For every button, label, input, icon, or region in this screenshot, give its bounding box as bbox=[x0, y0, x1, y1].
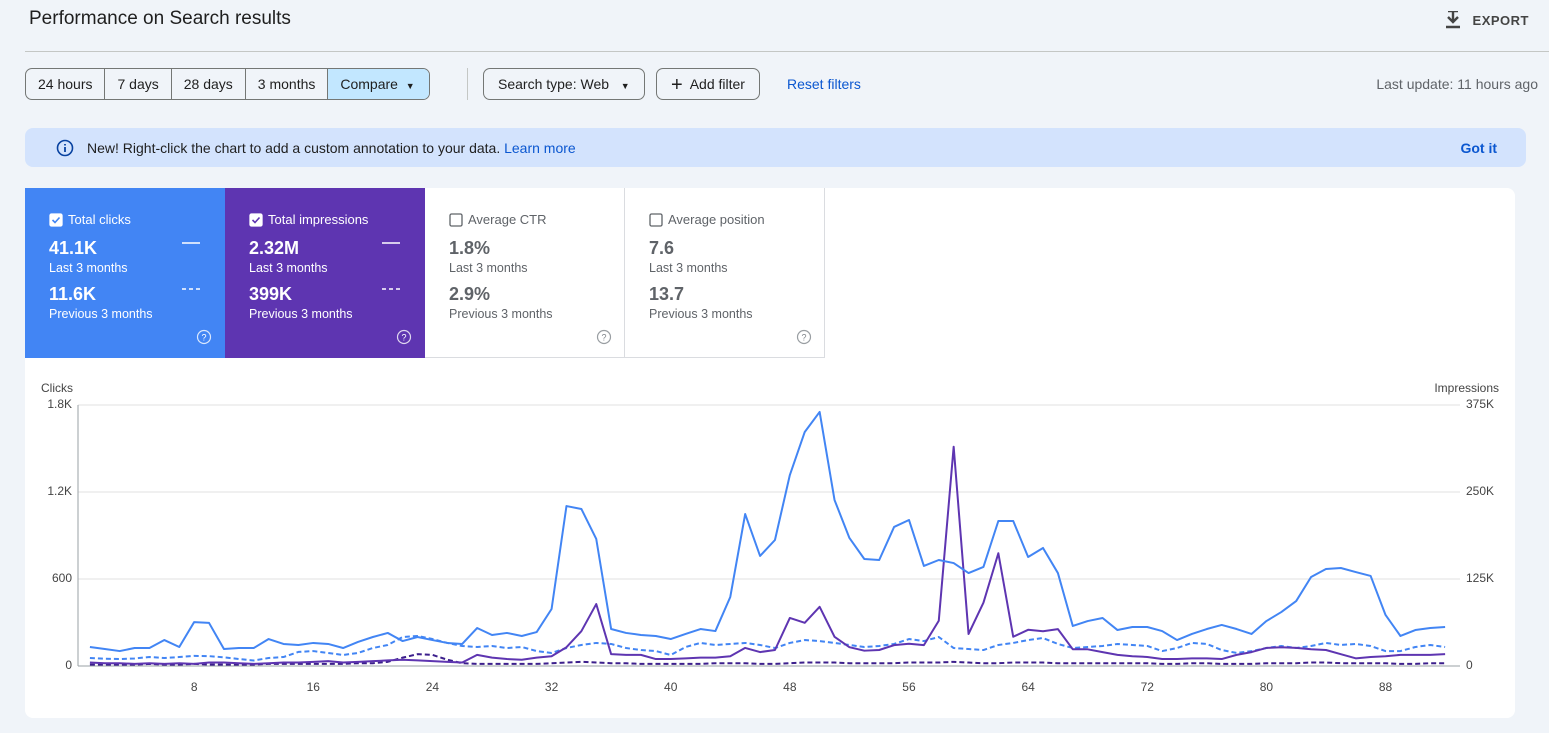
x-tick-label: 24 bbox=[426, 680, 440, 694]
y2-tick-label: 250K bbox=[1466, 484, 1494, 498]
metric-icons: ? bbox=[382, 242, 412, 345]
x-tick-label: 32 bbox=[545, 680, 559, 694]
export-label: EXPORT bbox=[1472, 12, 1529, 28]
download-icon bbox=[1445, 11, 1460, 29]
x-tick-label: 56 bbox=[902, 680, 916, 694]
metric-icons: ? bbox=[596, 329, 612, 345]
add-filter-label: Add filter bbox=[689, 76, 745, 92]
y2-tick-label: 375K bbox=[1466, 397, 1494, 411]
y-axis-label: Clicks bbox=[41, 381, 73, 395]
compare-button[interactable]: Compare ▼ bbox=[328, 69, 429, 99]
series-line bbox=[89, 410, 1446, 653]
metric-previous: 13.7 bbox=[649, 284, 685, 304]
last-update: Last update: 11 hours ago bbox=[1376, 76, 1538, 92]
series-line bbox=[89, 634, 1446, 662]
metric-previous-period: Previous 3 months bbox=[49, 307, 153, 321]
x-tick-label: 88 bbox=[1379, 680, 1393, 694]
y-tick-label: 600 bbox=[52, 571, 72, 585]
x-tick-label: 72 bbox=[1141, 680, 1155, 694]
metric-card[interactable]: Average CTR 1.8% Last 3 months 2.9% Previous… bbox=[425, 188, 625, 358]
metric-current-period: Last 3 months bbox=[249, 261, 328, 275]
metric-label: Average CTR bbox=[468, 212, 547, 227]
metric-current: 2.32M bbox=[249, 238, 300, 258]
metric-previous: 2.9% bbox=[449, 284, 491, 304]
svg-text:?: ? bbox=[801, 332, 806, 342]
search-type-button[interactable]: Search type: Web ▼ bbox=[483, 68, 645, 100]
metric-label: Total impressions bbox=[268, 212, 369, 227]
learn-more[interactable]: Learn more bbox=[504, 140, 576, 156]
svg-text:?: ? bbox=[201, 332, 206, 342]
checkbox[interactable] bbox=[49, 213, 63, 227]
range-button[interactable]: 28 days bbox=[172, 69, 246, 99]
metric-icons: ? bbox=[796, 329, 812, 345]
metric-current-period: Last 3 months bbox=[649, 261, 728, 275]
range-button[interactable]: 7 days bbox=[105, 69, 172, 99]
x-tick-label: 48 bbox=[783, 680, 797, 694]
metric-previous: 399K bbox=[249, 284, 293, 304]
y2-axis-label: Impressions bbox=[1434, 381, 1499, 395]
search-type-label: Search type: Web bbox=[498, 76, 610, 92]
add-filter-button[interactable]: + Add filter bbox=[656, 68, 760, 100]
reset-filters[interactable]: Reset filters bbox=[787, 76, 861, 92]
y-tick-label: 1.2K bbox=[47, 484, 72, 498]
checkbox[interactable] bbox=[449, 213, 463, 227]
metric-current: 41.1K bbox=[49, 238, 98, 258]
svg-text:?: ? bbox=[601, 332, 606, 342]
y-tick-label: 1.8K bbox=[47, 397, 72, 411]
range-button[interactable]: 24 hours bbox=[26, 69, 106, 99]
checkbox[interactable] bbox=[249, 213, 263, 227]
x-tick-label: 64 bbox=[1021, 680, 1035, 694]
banner-text-row: New! Right-click the chart to add a cust… bbox=[87, 140, 576, 156]
page-title: Performance on Search results bbox=[29, 8, 291, 29]
compare-label: Compare bbox=[340, 76, 398, 92]
banner-text: New! Right-click the chart to add a cust… bbox=[87, 140, 501, 156]
metric-current-period: Last 3 months bbox=[449, 261, 528, 275]
separator bbox=[467, 68, 468, 100]
svg-text:?: ? bbox=[401, 332, 406, 342]
x-tick-label: 40 bbox=[664, 680, 678, 694]
x-tick-label: 16 bbox=[307, 680, 321, 694]
checkbox[interactable] bbox=[649, 213, 663, 227]
got-it[interactable]: Got it bbox=[1460, 140, 1497, 156]
y2-tick-label: 0 bbox=[1466, 658, 1473, 672]
series-line bbox=[89, 653, 1446, 666]
metric-card[interactable]: Total impressions 2.32M Last 3 months 399K P… bbox=[225, 188, 425, 358]
metric-previous-period: Previous 3 months bbox=[449, 307, 553, 321]
range-button[interactable]: 3 months bbox=[246, 69, 329, 99]
y-tick-label: 0 bbox=[65, 658, 72, 672]
export-button[interactable]: EXPORT bbox=[1445, 11, 1529, 29]
metric-current: 1.8% bbox=[449, 238, 491, 258]
x-tick-label: 8 bbox=[191, 680, 198, 694]
y2-tick-label: 125K bbox=[1466, 571, 1494, 585]
metric-label: Average position bbox=[668, 212, 765, 227]
metric-card[interactable]: Total clicks 41.1K Last 3 months 11.6K Previ… bbox=[25, 188, 225, 358]
metric-icons: ? bbox=[182, 242, 212, 345]
metric-label: Total clicks bbox=[68, 212, 131, 227]
metric-previous-period: Previous 3 months bbox=[249, 307, 353, 321]
metric-previous-period: Previous 3 months bbox=[649, 307, 753, 321]
date-range-group: 24 hours 7 days 28 days 3 months Compare… bbox=[25, 68, 430, 100]
metric-card[interactable]: Average position 7.6 Last 3 months 13.7 Prev… bbox=[625, 188, 825, 358]
info-icon bbox=[56, 139, 74, 157]
metric-current-period: Last 3 months bbox=[49, 261, 128, 275]
metric-previous: 11.6K bbox=[49, 284, 97, 304]
info-banner: New! Right-click the chart to add a cust… bbox=[25, 128, 1526, 167]
divider bbox=[25, 51, 1549, 52]
series-line bbox=[89, 445, 1446, 665]
metric-current: 7.6 bbox=[649, 238, 675, 258]
x-tick-label: 80 bbox=[1260, 680, 1274, 694]
